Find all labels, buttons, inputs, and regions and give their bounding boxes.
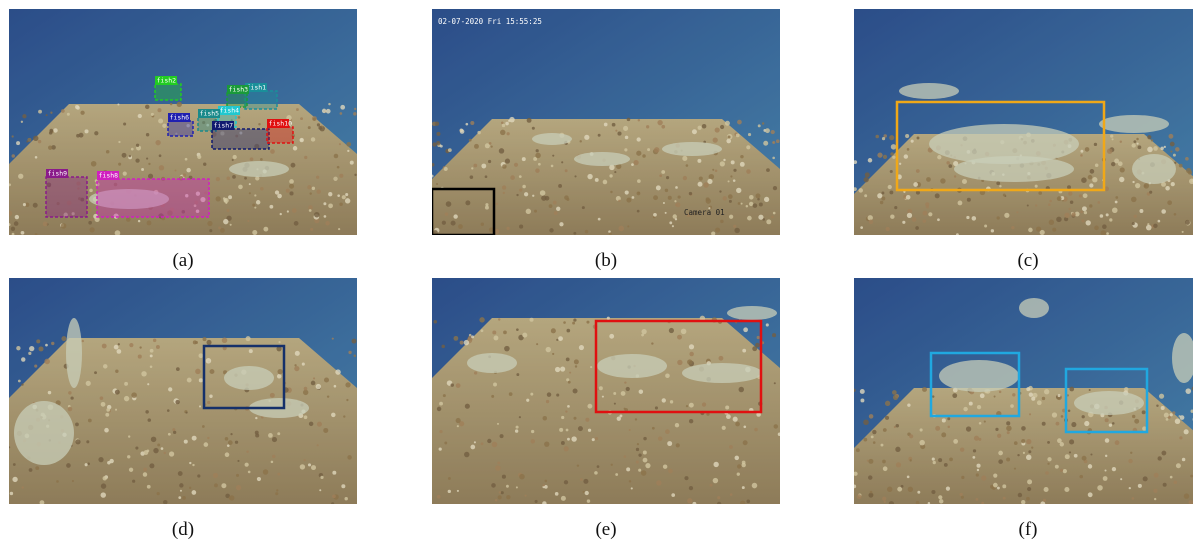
caption: (e) <box>432 519 780 541</box>
bounding-box <box>46 177 87 217</box>
box-label: fish10 <box>269 120 293 128</box>
caption: (f) <box>854 519 1193 541</box>
bounding-box <box>97 179 209 217</box>
caption: (a) <box>9 250 357 272</box>
fish <box>224 366 274 390</box>
bounding-box <box>245 91 277 109</box>
bounding-box <box>155 84 181 100</box>
fish <box>1132 154 1176 184</box>
bounding-box <box>267 127 293 143</box>
figure: fish1 fish2 fish3 fish4fish5 fish6 fish7 fish1… <box>0 0 1193 543</box>
water-haze <box>432 9 780 235</box>
fish <box>954 156 1074 182</box>
fish <box>467 353 517 373</box>
caption: (c) <box>854 250 1193 272</box>
camera-label: Camera 01 <box>684 208 725 217</box>
fish <box>682 363 762 383</box>
fish <box>939 360 1019 392</box>
fish <box>229 161 289 177</box>
box-label: fish4 <box>220 107 240 115</box>
photo: fish1 fish2 fish3 fish4fish5 fish6 fish7 fish1… <box>9 9 357 235</box>
bounding-box <box>227 93 247 107</box>
box-label: fish8 <box>99 172 119 180</box>
fish <box>662 142 722 156</box>
box-label: fish7 <box>214 122 234 130</box>
caption: (d) <box>9 519 357 541</box>
bounding-box <box>212 129 269 149</box>
fish <box>727 306 777 320</box>
bounding-box <box>168 121 193 136</box>
fish <box>1019 298 1049 318</box>
fish <box>1099 115 1169 133</box>
fish <box>899 83 959 99</box>
fish <box>597 354 667 378</box>
box-label: fish2 <box>157 77 177 85</box>
box-label: fish6 <box>170 114 190 122</box>
fish <box>1074 391 1144 415</box>
fish <box>532 133 572 145</box>
water-haze <box>9 278 357 504</box>
photo <box>9 278 357 504</box>
box-label: fish9 <box>48 170 68 178</box>
fish <box>14 401 74 465</box>
timestamp: 02-07-2020 Fri 15:55:25 <box>438 17 542 26</box>
fish <box>66 318 82 388</box>
photo <box>432 278 780 504</box>
photo <box>854 9 1193 235</box>
photo: 02-07-2020 Fri 15:55:25 Camera 01 <box>432 9 780 235</box>
box-label: fish1 <box>247 84 267 92</box>
box-label: fish5 <box>200 110 220 118</box>
fish <box>574 152 630 166</box>
box-label: fish3 <box>229 86 249 94</box>
caption: (b) <box>432 250 780 272</box>
photo <box>854 278 1193 504</box>
